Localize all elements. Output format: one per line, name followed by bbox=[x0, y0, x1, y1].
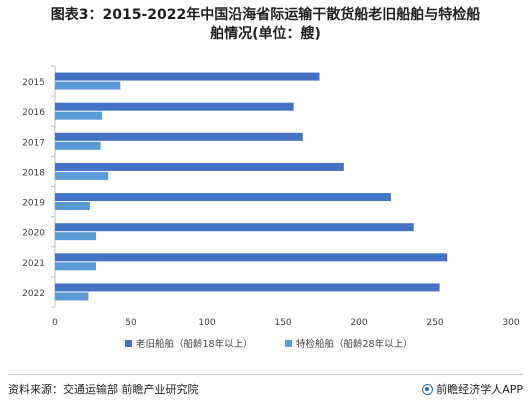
bar-chart: 2015 2016 2017 2018 2019 2020 2021 2022 0 50 100 15… bbox=[22, 65, 520, 350]
bar-old-ships bbox=[55, 102, 294, 111]
bar-old-ships bbox=[55, 253, 448, 262]
y-tick-label: 2018 bbox=[22, 168, 45, 178]
brand-logo-icon bbox=[422, 383, 434, 395]
y-tick-label: 2020 bbox=[22, 229, 45, 239]
legend-label-old-ships: 老旧船舶（船龄18年以上） bbox=[136, 338, 253, 350]
x-tick-label: 50 bbox=[125, 318, 137, 328]
bar-special-inspection bbox=[55, 262, 97, 271]
y-tick-label: 2015 bbox=[22, 78, 45, 88]
legend-label-special-inspection: 特检船舶（船龄28年以上） bbox=[296, 338, 413, 350]
x-tick-label: 200 bbox=[350, 318, 367, 328]
x-tick-label: 250 bbox=[426, 318, 443, 328]
y-tick-label: 2016 bbox=[22, 108, 45, 118]
bar-old-ships bbox=[55, 223, 414, 232]
bar-special-inspection bbox=[55, 81, 121, 90]
x-tick-label: 150 bbox=[274, 318, 291, 328]
bar-special-inspection bbox=[55, 111, 103, 120]
x-tick-label: 0 bbox=[52, 318, 58, 328]
bar-old-ships bbox=[55, 283, 440, 292]
chart-title-line1: 图表3：2015-2022年中国沿海省际运输干散货船老旧船舶与特检船 bbox=[50, 7, 481, 23]
chart-title: 图表3：2015-2022年中国沿海省际运输干散货船老旧船舶与特检船 舶情况(单… bbox=[0, 6, 531, 44]
bar-old-ships bbox=[55, 72, 320, 81]
source-note: 资料来源：交通运输部 前瞻产业研究院 bbox=[8, 383, 199, 396]
y-tick-label: 2021 bbox=[22, 259, 45, 269]
chart-title-line2: 舶情况(单位：艘) bbox=[210, 26, 321, 42]
bar-old-ships bbox=[55, 132, 303, 141]
bar-special-inspection bbox=[55, 202, 90, 211]
x-tick-label: 100 bbox=[198, 318, 215, 328]
bar-special-inspection bbox=[55, 141, 101, 150]
bar-old-ships bbox=[55, 162, 344, 171]
y-tick-label: 2019 bbox=[22, 199, 45, 209]
legend-swatch-special-inspection bbox=[285, 340, 292, 347]
bar-special-inspection bbox=[55, 171, 109, 180]
y-tick-label: 2017 bbox=[22, 138, 45, 148]
legend-swatch-old-ships bbox=[125, 340, 132, 347]
y-tick-label: 2022 bbox=[22, 289, 45, 299]
bar-old-ships bbox=[55, 193, 391, 202]
footer: 资料来源：交通运输部 前瞻产业研究院 前瞻经济学人APP bbox=[8, 374, 523, 399]
bar-special-inspection bbox=[55, 292, 89, 301]
brand-label: 前瞻经济学人APP bbox=[436, 383, 523, 396]
x-tick-label: 300 bbox=[502, 318, 519, 328]
brand: 前瞻经济学人APP bbox=[422, 381, 523, 397]
bar-special-inspection bbox=[55, 232, 97, 241]
